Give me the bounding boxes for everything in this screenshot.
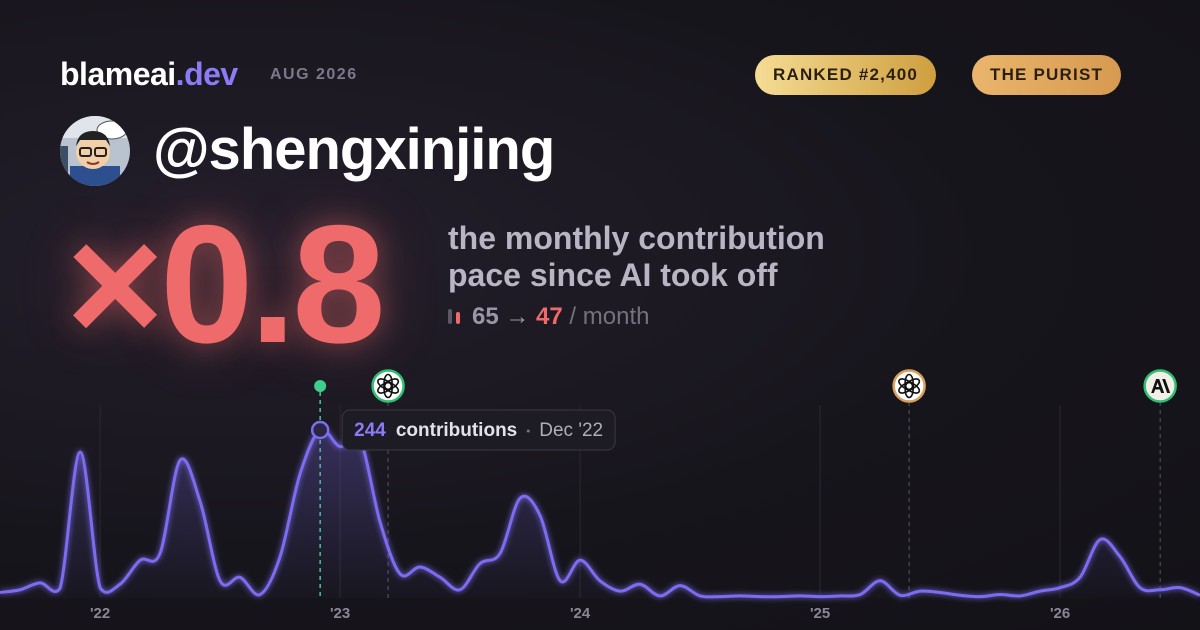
event-icon [1143, 369, 1177, 403]
pace-before: 65 [472, 303, 499, 330]
x-tick-label: '26 [1050, 605, 1070, 622]
icon-petal [377, 381, 394, 394]
event-icon [371, 369, 405, 403]
pace-unit: / month [569, 303, 650, 330]
pace-arrow: → [505, 303, 530, 330]
username: @shengxinjing [153, 117, 555, 182]
event-icon [892, 369, 926, 403]
brand: blameai.dev [60, 56, 238, 93]
pace-icon [448, 306, 462, 326]
x-tick-label: '24 [570, 605, 591, 622]
tooltip-box [341, 409, 616, 451]
avatar [60, 116, 130, 186]
tooltip-date: Dec '22 [539, 420, 603, 441]
event-dot [314, 380, 327, 392]
area [0, 429, 1200, 598]
line [0, 427, 1200, 599]
tooltip-value: 244 [354, 420, 386, 441]
description-line: the monthly contribution [448, 220, 825, 256]
x-tick-label: '23 [330, 605, 350, 622]
rank-badge: RANKED #2,400 [755, 55, 937, 95]
tooltip: 244 contributions Dec '22 [341, 409, 616, 451]
brand-name: blameai [60, 56, 176, 92]
icon-petal [898, 378, 915, 391]
tooltip-label: contributions [396, 420, 517, 441]
multiplier: ×0.8 [66, 190, 386, 378]
icon-petal [898, 381, 915, 394]
pace-after: 47 [536, 303, 563, 330]
x-tick-label: '25 [810, 605, 830, 622]
icon-petal [377, 378, 394, 391]
description-line: pace since AI took off [448, 257, 778, 293]
tooltip-sep [526, 429, 530, 433]
period: AUG 2026 [270, 66, 358, 83]
title-badge: THE PURIST [972, 55, 1122, 95]
icon-logo [1151, 379, 1171, 393]
hover-point [310, 420, 330, 440]
pace-stats: 65 → 47 / month [448, 303, 649, 331]
x-tick-label: '22 [90, 605, 110, 622]
brand-suffix: .dev [175, 56, 239, 92]
